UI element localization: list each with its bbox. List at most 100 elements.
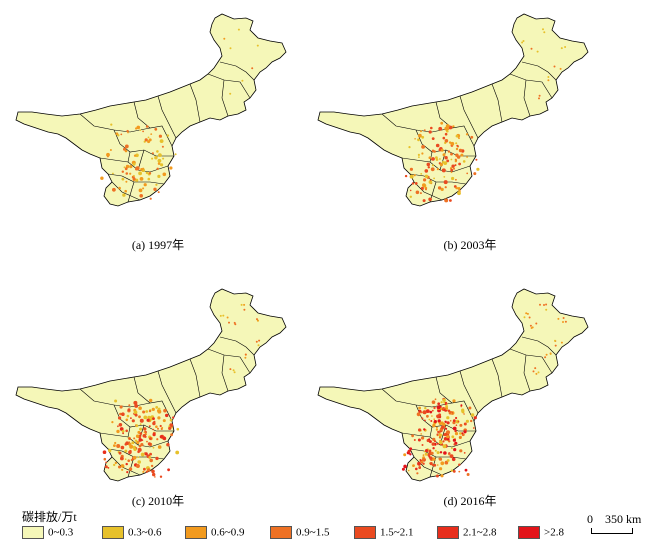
emission-cell bbox=[244, 353, 247, 356]
emission-cell bbox=[428, 440, 432, 444]
emission-cell bbox=[424, 430, 427, 432]
emission-cell bbox=[152, 428, 155, 431]
emission-cell bbox=[128, 467, 133, 471]
emission-cell bbox=[219, 314, 222, 317]
emission-cell bbox=[157, 162, 161, 165]
emission-cell bbox=[137, 447, 142, 452]
emission-cell bbox=[431, 442, 435, 446]
scale-line bbox=[591, 528, 633, 534]
emission-cell bbox=[251, 67, 254, 70]
emission-cell bbox=[428, 418, 431, 421]
emission-cell bbox=[455, 153, 459, 157]
region-outline bbox=[317, 13, 589, 207]
emission-cell bbox=[545, 308, 548, 311]
region-outline bbox=[317, 288, 589, 482]
emission-cell bbox=[140, 443, 144, 447]
emission-cell bbox=[102, 450, 107, 454]
emission-cell bbox=[463, 452, 466, 454]
emission-cell bbox=[139, 423, 142, 425]
emission-cell bbox=[130, 458, 133, 462]
district-boundary bbox=[523, 79, 531, 117]
emission-cell bbox=[476, 167, 480, 171]
emission-cell bbox=[232, 369, 235, 372]
emission-cell bbox=[142, 410, 146, 414]
emission-cell bbox=[427, 166, 430, 169]
emission-cell bbox=[139, 177, 144, 181]
emission-cell bbox=[418, 428, 422, 432]
emission-cell bbox=[428, 156, 432, 159]
district-boundary bbox=[221, 79, 229, 117]
district-boundary bbox=[127, 456, 135, 478]
emission-cell bbox=[409, 195, 412, 198]
emission-cell bbox=[119, 427, 124, 431]
emission-cell bbox=[154, 476, 156, 478]
emission-cell bbox=[431, 400, 436, 404]
emission-cell bbox=[452, 438, 456, 442]
emission-cell bbox=[413, 439, 416, 441]
emission-cell bbox=[161, 426, 164, 429]
emission-cell bbox=[418, 465, 421, 468]
emission-cell bbox=[121, 170, 125, 173]
emission-cell bbox=[424, 419, 426, 422]
emission-cell bbox=[438, 413, 442, 417]
legend-item-2: 0.6~0.9 bbox=[185, 526, 244, 540]
emission-cell bbox=[125, 441, 129, 445]
emission-cell bbox=[417, 461, 421, 466]
emission-cell bbox=[124, 458, 127, 460]
emission-cell bbox=[147, 177, 151, 181]
legend-item-3: 0.9~1.5 bbox=[270, 526, 329, 540]
emission-cell bbox=[454, 164, 457, 167]
emission-cell bbox=[166, 134, 170, 137]
emission-cell bbox=[142, 470, 145, 473]
emission-cell bbox=[168, 426, 172, 430]
emission-cell bbox=[131, 441, 135, 445]
emission-cell bbox=[119, 405, 123, 409]
emission-cell bbox=[536, 50, 539, 53]
emission-cell bbox=[440, 187, 444, 191]
emission-cell bbox=[240, 303, 243, 306]
emission-cell bbox=[143, 431, 146, 434]
emission-cell bbox=[125, 172, 129, 175]
emission-cell bbox=[136, 125, 141, 130]
emission-cell bbox=[539, 303, 541, 306]
emission-cell bbox=[419, 192, 422, 195]
emission-cell bbox=[124, 449, 128, 453]
legend-swatch bbox=[270, 526, 292, 539]
emission-cell bbox=[431, 157, 435, 161]
emission-cell bbox=[525, 312, 528, 315]
emission-cell bbox=[429, 462, 433, 466]
emission-cell bbox=[144, 452, 147, 454]
emission-cell bbox=[134, 413, 138, 417]
emission-cell bbox=[442, 136, 446, 140]
emission-cell bbox=[560, 341, 563, 344]
emission-cell bbox=[258, 339, 261, 342]
legend-label: 2.1~2.8 bbox=[463, 526, 497, 539]
emission-cell bbox=[123, 147, 126, 151]
emission-cell bbox=[443, 161, 448, 166]
emission-cell bbox=[444, 186, 447, 189]
map-panel-2016 bbox=[312, 285, 612, 485]
district-boundary bbox=[401, 157, 471, 173]
emission-cell bbox=[470, 413, 475, 417]
emission-cell bbox=[439, 467, 443, 471]
emission-cell bbox=[154, 156, 158, 160]
emission-cell bbox=[226, 316, 229, 319]
emission-cell bbox=[174, 153, 177, 156]
emission-cell bbox=[528, 316, 531, 319]
emission-cell bbox=[470, 135, 474, 139]
emission-cell bbox=[135, 178, 139, 182]
emission-cell bbox=[133, 154, 137, 157]
emission-cell bbox=[433, 406, 436, 410]
emission-cell bbox=[445, 427, 448, 430]
scale-zero: 0 bbox=[587, 512, 593, 526]
emission-cell bbox=[440, 474, 444, 478]
emission-cell bbox=[439, 158, 441, 160]
emission-cell bbox=[421, 417, 424, 420]
emission-cell bbox=[138, 438, 143, 442]
emission-cell bbox=[155, 183, 158, 186]
district-boundary bbox=[415, 404, 476, 432]
emission-cell bbox=[109, 149, 112, 151]
emission-cell bbox=[229, 368, 232, 371]
emission-cell bbox=[112, 187, 116, 192]
emission-cell bbox=[459, 432, 462, 435]
